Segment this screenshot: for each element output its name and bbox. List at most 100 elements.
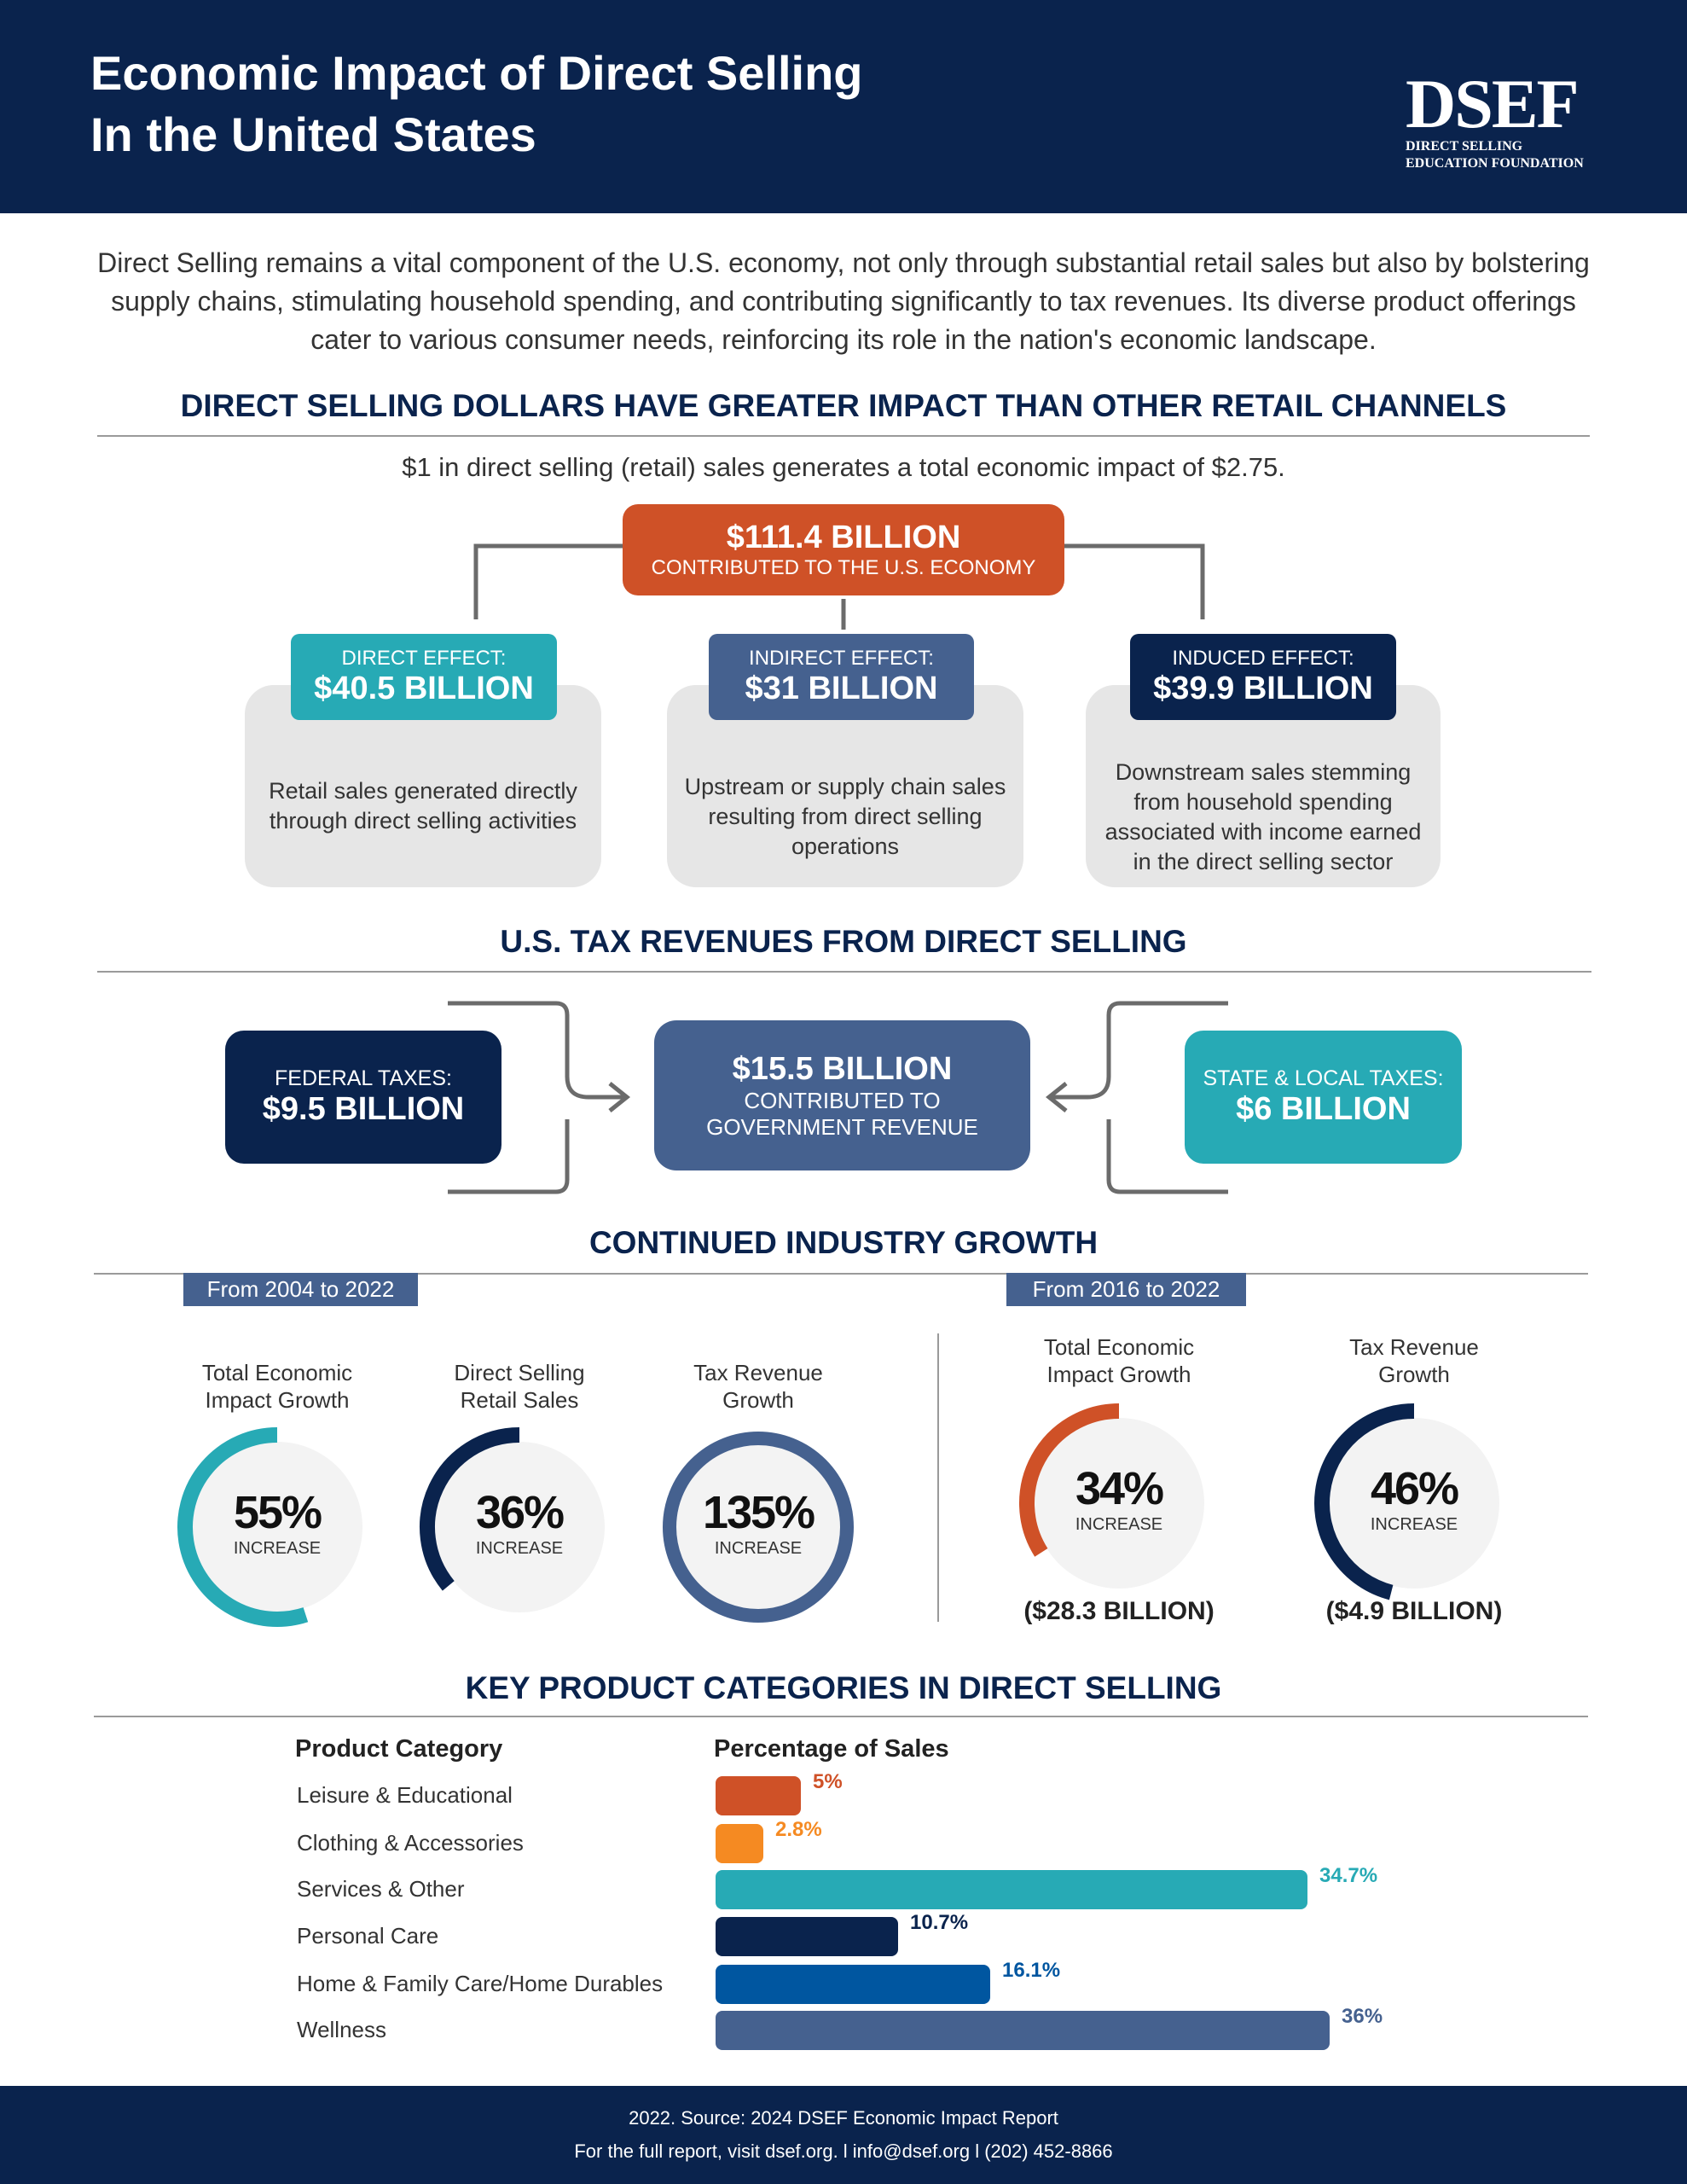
gauge-increase-label: INCREASE (233, 1539, 322, 1558)
gauge-background (434, 1442, 605, 1612)
logo-line-1: DIRECT SELLING (1406, 139, 1523, 154)
title-line-2: In the United States (90, 107, 536, 161)
gauge-ring (663, 1432, 854, 1623)
gauge-ring (1314, 1403, 1499, 1600)
gauge-label-line-1: Total Economic (1043, 1334, 1195, 1360)
footer: 2022. Source: 2024 DSEF Economic Impact … (0, 2086, 1687, 2184)
gauge-value: 34% INCREASE (1025, 1462, 1213, 1535)
period-tag-2016-2022: From 2016 to 2022 (1006, 1273, 1246, 1306)
category-label: Personal Care (297, 1923, 439, 1949)
direct-effect-tab: DIRECT EFFECT: $40.5 BILLION (291, 634, 557, 720)
state-taxes-label: STATE & LOCAL TAXES: (1203, 1066, 1444, 1090)
period-tag-2004-2022: From 2004 to 2022 (183, 1273, 418, 1306)
header-banner (0, 0, 1687, 213)
gauge-arc (1019, 1403, 1120, 1557)
bar (716, 1965, 990, 2004)
category-column-header: Product Category (295, 1735, 503, 1763)
induced-effect-value: $39.9 BILLION (1153, 671, 1373, 706)
gauge-ring (420, 1427, 605, 1612)
gauge-ring (177, 1427, 362, 1627)
total-tax-label-1: CONTRIBUTED TO (744, 1087, 941, 1113)
dsef-logo: DSEF DIRECT SELLING EDUCATION FOUNDATION (1406, 65, 1584, 172)
gauge-increase-label: INCREASE (1075, 1515, 1163, 1534)
gauge-ring (1019, 1403, 1204, 1589)
gauge-percent: 46% (1370, 1463, 1459, 1514)
gauge-label-line-2: Impact Growth (1046, 1362, 1191, 1387)
category-label: Clothing & Accessories (297, 1830, 524, 1856)
gauge-arc (663, 1432, 854, 1623)
gauge-label-line-2: Retail Sales (460, 1387, 579, 1413)
divider (97, 435, 1590, 437)
bracket-right-top (1052, 1001, 1228, 1100)
bracket-right-bottom (1106, 1119, 1228, 1194)
connector-lines (448, 543, 1228, 1194)
bar-value-label: 5% (813, 1770, 843, 1793)
gauge-percent: 34% (1075, 1463, 1164, 1514)
intro-paragraph: Direct Selling remains a vital component… (97, 247, 1590, 355)
page-title: Economic Impact of Direct Selling In the… (90, 43, 863, 166)
footer-source: 2022. Source: 2024 DSEF Economic Impact … (629, 2107, 1058, 2129)
gauge-percent: 135% (702, 1487, 815, 1538)
state-taxes-box: STATE & LOCAL TAXES: $6 BILLION (1185, 1031, 1462, 1164)
gauge-value: 55% INCREASE (183, 1486, 371, 1559)
connector-left (473, 543, 623, 619)
federal-taxes-box: FEDERAL TAXES: $9.5 BILLION (225, 1031, 501, 1164)
connector-right (1064, 543, 1205, 619)
category-label: Services & Other (297, 1876, 465, 1902)
total-tax-box: $15.5 BILLION CONTRIBUTED TO GOVERNMENT … (654, 1020, 1030, 1170)
gauge-label: Direct Selling Retail Sales (409, 1359, 630, 1414)
gauge-background (1034, 1418, 1204, 1589)
gauge-arc (177, 1427, 309, 1627)
gauge-label-line-2: Growth (722, 1387, 794, 1413)
bar-value-label: 16.1% (1002, 1959, 1061, 1982)
logo-line-2: EDUCATION FOUNDATION (1406, 156, 1584, 171)
category-label: Leisure & Educational (297, 1782, 513, 1808)
vertical-divider (937, 1333, 939, 1622)
gauge-label-line-1: Total Economic (201, 1360, 353, 1385)
growth-heading: CONTINUED INDUSTRY GROWTH (588, 1225, 1099, 1260)
gauge-label-line-1: Direct Selling (454, 1360, 585, 1385)
gauge-label: Total Economic Impact Growth (1008, 1333, 1230, 1388)
bracket-left-top (448, 1001, 624, 1100)
logo-mark: DSEF (1406, 65, 1580, 142)
gauge-amount: ($28.3 BILLION) (1023, 1597, 1215, 1625)
gauge-increase-label: INCREASE (475, 1539, 564, 1558)
federal-taxes-value: $9.5 BILLION (262, 1091, 465, 1127)
gauge-value: 135% INCREASE (664, 1486, 852, 1559)
category-label: Home & Family Care/Home Durables (297, 1971, 664, 1996)
indirect-effect-value: $31 BILLION (745, 671, 938, 706)
divider (94, 1716, 1588, 1717)
state-taxes-value: $6 BILLION (1236, 1091, 1411, 1127)
gauge-background (1329, 1418, 1499, 1589)
percentage-column-header: Percentage of Sales (714, 1735, 949, 1763)
category-label: Wellness (297, 2017, 387, 2042)
gauge-value: 46% INCREASE (1320, 1462, 1508, 1535)
bar-value-label: 34.7% (1319, 1864, 1378, 1887)
gauge-label-line-2: Impact Growth (205, 1387, 350, 1413)
gauge-label-line-2: Growth (1378, 1362, 1450, 1387)
indirect-effect-label: INDIRECT EFFECT: (749, 647, 934, 670)
federal-taxes-label: FEDERAL TAXES: (275, 1066, 452, 1090)
direct-effect-label: DIRECT EFFECT: (341, 647, 507, 670)
gauge-label-line-1: Tax Revenue (1349, 1334, 1479, 1360)
total-impact-value: $111.4 BILLION (726, 520, 961, 555)
total-tax-value: $15.5 BILLION (732, 1050, 953, 1087)
tax-heading: U.S. TAX REVENUES FROM DIRECT SELLING (500, 924, 1187, 959)
gauge-increase-label: INCREASE (714, 1539, 803, 1558)
categories-heading: KEY PRODUCT CATEGORIES IN DIRECT SELLING (465, 1670, 1222, 1705)
total-impact-box: $111.4 BILLION CONTRIBUTED TO THE U.S. E… (623, 504, 1064, 595)
divider (97, 971, 1591, 973)
total-tax-label-2: GOVERNMENT REVENUE (706, 1113, 978, 1140)
direct-effect-value: $40.5 BILLION (314, 671, 534, 706)
title-line-1: Economic Impact of Direct Selling (90, 46, 863, 100)
bar (716, 1776, 801, 1815)
bar-value-label: 2.8% (775, 1818, 822, 1841)
bar-value-label: 10.7% (910, 1911, 969, 1934)
arrow-left-icon (1045, 1082, 1068, 1112)
gauge-label: Tax Revenue Growth (1303, 1333, 1525, 1388)
footer-contact: For the full report, visit dsef.org. l i… (574, 2140, 1113, 2162)
impact-subline: $1 in direct selling (retail) sales gene… (402, 452, 1285, 482)
gauge-increase-label: INCREASE (1370, 1515, 1458, 1534)
gauge-label-line-1: Tax Revenue (693, 1360, 823, 1385)
divider (94, 1273, 1588, 1275)
